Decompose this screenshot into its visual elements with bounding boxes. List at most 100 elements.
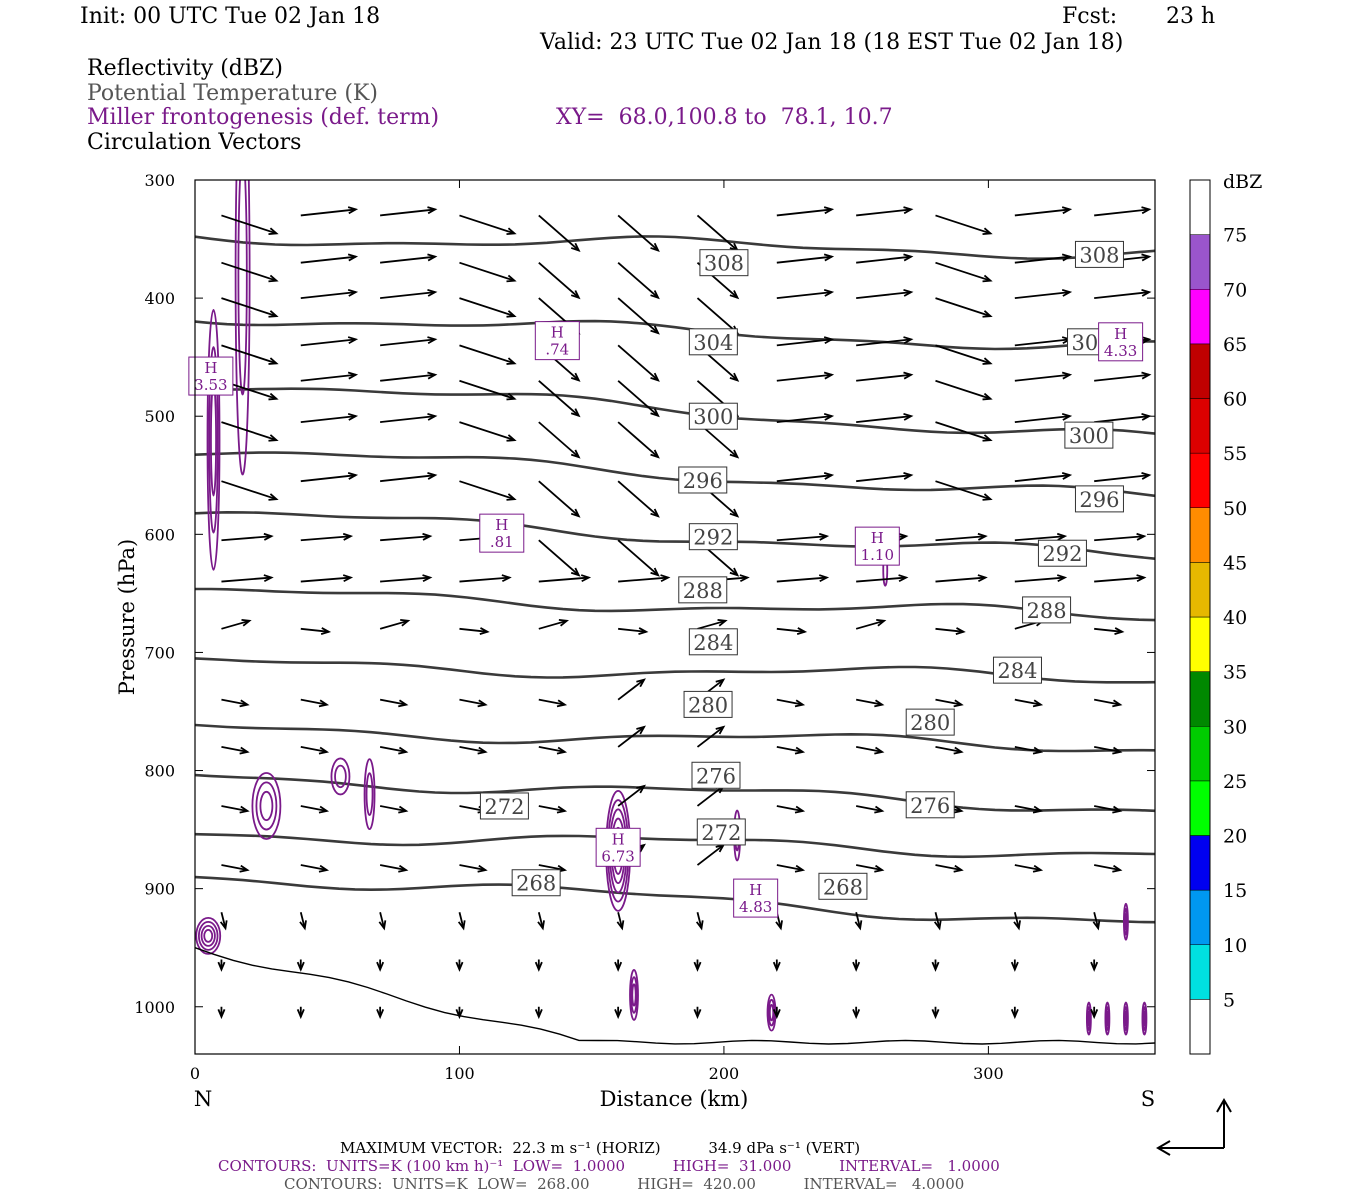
circulation-vector <box>935 480 991 501</box>
vector-head <box>1032 699 1044 708</box>
circulation-vector <box>379 619 409 630</box>
colorbar-label: 45 <box>1223 552 1247 574</box>
circulation-vector <box>776 373 832 382</box>
vector-head <box>239 699 250 708</box>
vector-head <box>614 961 623 972</box>
circulation-vector <box>617 261 659 299</box>
y-tick-label: 400 <box>144 289 175 308</box>
theta-label: 276 <box>696 764 736 788</box>
y-tick-label: 500 <box>144 407 175 426</box>
y-tick-label: 1000 <box>134 998 175 1017</box>
circulation-vector <box>459 421 515 441</box>
circulation-vectors <box>217 206 1152 1020</box>
circulation-vector <box>537 912 544 929</box>
vector-head <box>729 449 740 459</box>
vector-head <box>823 412 835 421</box>
fronto-contour <box>255 781 278 831</box>
vector-head <box>1061 206 1073 215</box>
maximum-value: 4.33 <box>1104 342 1137 360</box>
circulation-vector <box>300 291 356 300</box>
y-axis: 300 400 500 600 700 800 900 1000 <box>134 171 1155 1017</box>
circulation-vector <box>300 746 327 753</box>
maximum-marker: H <box>495 516 508 534</box>
vector-head <box>695 920 704 931</box>
fronto-contour <box>195 916 222 955</box>
circulation-vector <box>856 415 912 424</box>
fronto-contour <box>197 920 219 951</box>
vector-head <box>739 574 750 583</box>
vector-head <box>1061 371 1073 380</box>
circulation-vector <box>696 297 739 334</box>
colorbar-title: dBZ <box>1223 171 1262 193</box>
theta-contour-292 <box>195 510 1155 560</box>
circulation-vector <box>1094 474 1150 483</box>
circulation-vector <box>935 746 962 753</box>
circulation-vector <box>459 480 515 501</box>
theta-label: 268 <box>823 875 863 899</box>
circulation-vector <box>856 208 912 217</box>
theta-label: 292 <box>693 526 733 550</box>
circulation-vector <box>776 474 832 483</box>
theta-label-box <box>1022 596 1072 624</box>
circulation-vector <box>380 474 436 483</box>
vector-head <box>1090 1009 1099 1020</box>
plot-frame <box>194 179 1156 1055</box>
circulation-vector <box>776 338 832 347</box>
theta-label-box <box>691 761 741 789</box>
fronto-contour <box>206 308 221 571</box>
vector-head <box>1090 961 1099 972</box>
vector-head <box>693 1009 702 1020</box>
circulation-vector <box>300 373 356 382</box>
circulation-vector <box>776 864 803 871</box>
fronto-contour <box>234 180 251 476</box>
vector-head <box>953 699 964 708</box>
theta-label: 292 <box>1042 542 1082 566</box>
vector-head <box>1112 746 1123 755</box>
circulation-vector <box>1014 746 1042 753</box>
circulation-vector <box>221 480 277 501</box>
x-axis-label: Distance (km) <box>600 1087 749 1111</box>
vector-head <box>874 746 885 755</box>
vector-head <box>636 725 646 735</box>
vector-head <box>318 699 330 708</box>
circulation-vector <box>459 864 486 871</box>
theta-label: 296 <box>1079 488 1119 512</box>
circulation-vector <box>379 864 407 871</box>
vector-head <box>982 392 993 401</box>
vector-head <box>852 961 861 972</box>
vector-head <box>717 618 728 627</box>
valid-time: Valid: 23 UTC Tue 02 Jan 18 (18 EST Tue … <box>540 30 1124 55</box>
circulation-vector <box>856 373 912 382</box>
potential-temperature-contours <box>195 235 1155 924</box>
circulation-vector <box>220 912 227 929</box>
circulation-vector <box>221 421 277 441</box>
vector-head <box>398 699 409 708</box>
maximum-box <box>479 513 525 553</box>
colorbar-label: 20 <box>1223 826 1247 848</box>
colorbar-segment <box>1189 452 1211 508</box>
vector-head <box>241 618 252 627</box>
theta-contour-296 <box>195 451 1155 498</box>
maximum-marker: H <box>551 324 564 342</box>
vector-head <box>931 961 940 972</box>
init-time: Init: 00 UTC Tue 02 Jan 18 <box>80 4 381 29</box>
vector-head <box>347 288 359 297</box>
theta-label-box <box>1074 485 1124 513</box>
theta-label-box <box>683 690 733 718</box>
theta-label: 300 <box>693 405 733 429</box>
circulation-vector <box>776 535 827 542</box>
circulation-vector <box>459 746 486 753</box>
vector-head <box>296 961 305 972</box>
vector-head <box>506 274 517 283</box>
colorbar-label: 30 <box>1223 716 1247 738</box>
vector-head <box>570 290 581 300</box>
theta-label: 268 <box>516 872 556 896</box>
theta-label: 272 <box>484 795 524 819</box>
circulation-vector <box>855 698 883 706</box>
maximum-box <box>1098 322 1144 362</box>
vector-head <box>1061 412 1073 421</box>
circulation-vector <box>300 415 356 424</box>
maximum-value: .74 <box>545 341 569 359</box>
circulation-vector <box>855 746 883 753</box>
vector-head <box>263 532 274 541</box>
